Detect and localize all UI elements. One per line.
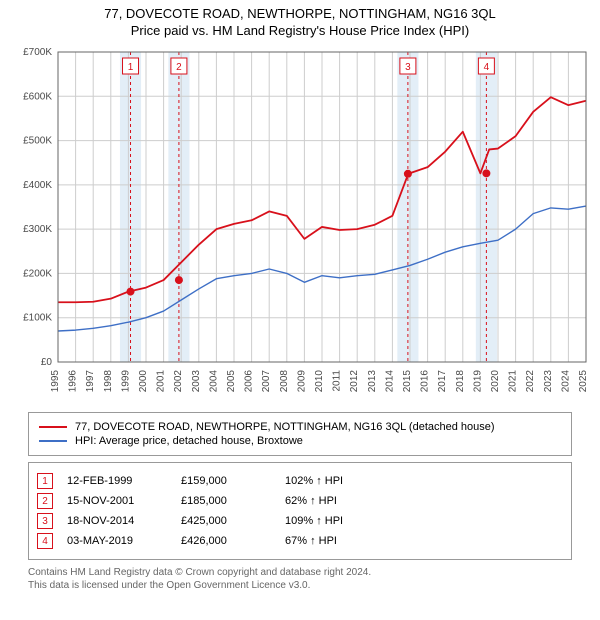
svg-text:2002: 2002 <box>173 370 184 393</box>
svg-text:2004: 2004 <box>208 370 219 393</box>
svg-text:2017: 2017 <box>437 370 448 393</box>
svg-text:2024: 2024 <box>560 370 571 393</box>
legend-row: 77, DOVECOTE ROAD, NEWTHORPE, NOTTINGHAM… <box>39 421 561 433</box>
event-row: 1 12-FEB-1999 £159,000 102% ↑ HPI <box>37 473 563 489</box>
svg-text:2019: 2019 <box>472 370 483 393</box>
svg-text:2025: 2025 <box>578 370 589 393</box>
svg-text:1999: 1999 <box>120 370 131 393</box>
footer: Contains HM Land Registry data © Crown c… <box>28 566 572 592</box>
event-date: 18-NOV-2014 <box>67 515 167 527</box>
legend-row: HPI: Average price, detached house, Brox… <box>39 435 561 447</box>
svg-text:2011: 2011 <box>332 370 343 392</box>
svg-text:4: 4 <box>484 62 490 73</box>
svg-text:1995: 1995 <box>50 370 61 393</box>
svg-text:£100K: £100K <box>23 313 52 324</box>
event-marker: 4 <box>37 533 53 549</box>
svg-text:2018: 2018 <box>455 370 466 393</box>
chart-title-block: 77, DOVECOTE ROAD, NEWTHORPE, NOTTINGHAM… <box>0 0 600 40</box>
event-date: 03-MAY-2019 <box>67 535 167 547</box>
events-table: 1 12-FEB-1999 £159,000 102% ↑ HPI 2 15-NOV-20… <box>28 462 572 560</box>
chart-svg: £0 £100K £200K £300K £400K £500K £600K £700K 199… <box>6 44 594 404</box>
svg-text:1996: 1996 <box>68 370 79 393</box>
svg-text:2006: 2006 <box>244 370 255 393</box>
svg-text:£500K: £500K <box>23 136 52 147</box>
svg-text:2010: 2010 <box>314 370 325 393</box>
svg-text:2: 2 <box>176 62 182 73</box>
svg-text:1: 1 <box>128 62 134 73</box>
svg-text:2009: 2009 <box>296 370 307 393</box>
svg-text:2016: 2016 <box>420 370 431 393</box>
svg-text:£200K: £200K <box>23 268 52 279</box>
legend-swatch-blue <box>39 440 67 442</box>
event-row: 2 15-NOV-2001 £185,000 62% ↑ HPI <box>37 493 563 509</box>
event-row: 4 03-MAY-2019 £426,000 67% ↑ HPI <box>37 533 563 549</box>
title-line2: Price paid vs. HM Land Registry's House … <box>0 23 600 38</box>
event-price: £425,000 <box>181 515 271 527</box>
event-pct: 109% ↑ HPI <box>285 515 405 527</box>
event-marker: 2 <box>37 493 53 509</box>
legend-label: HPI: Average price, detached house, Brox… <box>75 435 303 447</box>
event-pct: 67% ↑ HPI <box>285 535 405 547</box>
event-date: 15-NOV-2001 <box>67 495 167 507</box>
legend: 77, DOVECOTE ROAD, NEWTHORPE, NOTTINGHAM… <box>28 412 572 456</box>
chart: £0 £100K £200K £300K £400K £500K £600K £700K 199… <box>6 44 594 404</box>
svg-text:£700K: £700K <box>23 47 52 58</box>
svg-text:1998: 1998 <box>103 370 114 393</box>
page: 77, DOVECOTE ROAD, NEWTHORPE, NOTTINGHAM… <box>0 0 600 592</box>
event-pct: 62% ↑ HPI <box>285 495 405 507</box>
svg-text:2007: 2007 <box>261 370 272 393</box>
event-row: 3 18-NOV-2014 £425,000 109% ↑ HPI <box>37 513 563 529</box>
svg-text:2020: 2020 <box>490 370 501 393</box>
svg-text:2005: 2005 <box>226 370 237 393</box>
event-marker: 1 <box>37 473 53 489</box>
svg-text:2012: 2012 <box>349 370 360 393</box>
svg-text:£400K: £400K <box>23 180 52 191</box>
footer-line1: Contains HM Land Registry data © Crown c… <box>28 566 572 579</box>
event-price: £185,000 <box>181 495 271 507</box>
svg-text:2008: 2008 <box>279 370 290 393</box>
svg-text:£0: £0 <box>41 357 53 368</box>
event-pct: 102% ↑ HPI <box>285 475 405 487</box>
event-price: £426,000 <box>181 535 271 547</box>
svg-text:2000: 2000 <box>138 370 149 393</box>
footer-line2: This data is licensed under the Open Gov… <box>28 579 572 592</box>
event-date: 12-FEB-1999 <box>67 475 167 487</box>
legend-swatch-red <box>39 426 67 428</box>
svg-text:2015: 2015 <box>402 370 413 393</box>
svg-text:£300K: £300K <box>23 224 52 235</box>
svg-text:2022: 2022 <box>525 370 536 393</box>
svg-text:3: 3 <box>405 62 411 73</box>
event-marker: 3 <box>37 513 53 529</box>
svg-text:2003: 2003 <box>191 370 202 393</box>
title-line1: 77, DOVECOTE ROAD, NEWTHORPE, NOTTINGHAM… <box>0 6 600 21</box>
svg-text:2001: 2001 <box>156 370 167 393</box>
svg-text:£600K: £600K <box>23 91 52 102</box>
event-price: £159,000 <box>181 475 271 487</box>
svg-text:2023: 2023 <box>543 370 554 393</box>
svg-text:2014: 2014 <box>384 370 395 393</box>
svg-text:2021: 2021 <box>508 370 519 393</box>
legend-label: 77, DOVECOTE ROAD, NEWTHORPE, NOTTINGHAM… <box>75 421 495 433</box>
svg-text:2013: 2013 <box>367 370 378 393</box>
svg-text:1997: 1997 <box>85 370 96 393</box>
